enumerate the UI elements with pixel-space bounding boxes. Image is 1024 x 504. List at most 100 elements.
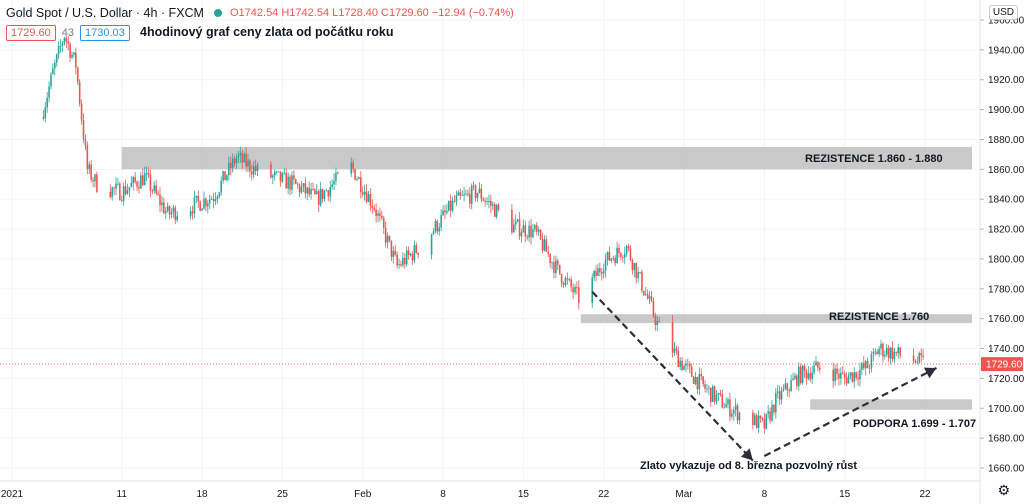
candle-body xyxy=(358,177,360,180)
candle-body xyxy=(111,187,113,198)
candle-body xyxy=(474,185,477,199)
quote-row: 1729.60 43 1730.03 xyxy=(6,25,130,41)
candle-body xyxy=(155,185,157,194)
candle-body xyxy=(289,176,291,190)
y-tick-label: 1700.00 xyxy=(988,404,1024,415)
candle-body xyxy=(337,172,339,174)
candle-body xyxy=(76,67,79,82)
candle-body xyxy=(782,388,785,391)
trend-arrow-line xyxy=(591,291,754,462)
candle-body xyxy=(216,196,219,200)
candle-body xyxy=(117,183,119,185)
candle-body xyxy=(245,153,247,167)
candle-body xyxy=(478,188,481,193)
candle-body xyxy=(516,219,519,222)
bid-price[interactable]: 1729.60 xyxy=(6,25,56,41)
candle-body xyxy=(731,413,733,417)
candle-body xyxy=(560,273,563,284)
candle-body xyxy=(813,365,815,373)
candle-body xyxy=(511,209,513,233)
candle-body xyxy=(564,278,567,286)
candle-body xyxy=(918,352,921,363)
candle-body xyxy=(574,286,576,293)
candle-body xyxy=(90,164,92,180)
candle-body xyxy=(164,211,167,214)
candle-body xyxy=(272,175,274,178)
candle-body xyxy=(153,185,156,192)
candle-body xyxy=(620,252,622,258)
candle-body xyxy=(723,407,725,409)
symbol-title[interactable]: Gold Spot / U.S. Dollar · 4h · FXCM xyxy=(6,6,204,20)
candle-body xyxy=(851,372,854,382)
candle-body xyxy=(790,380,792,392)
candle-body xyxy=(71,54,73,58)
currency-button[interactable]: USD xyxy=(988,5,1018,20)
candle-body xyxy=(277,171,280,173)
candle-body xyxy=(86,145,89,170)
spread-value: 43 xyxy=(61,27,75,39)
candle-body xyxy=(876,351,878,355)
candle-body xyxy=(631,259,634,271)
candle-body xyxy=(235,157,238,164)
candle-body xyxy=(654,315,657,325)
candle-body xyxy=(459,192,462,196)
x-tick-label: Mar xyxy=(675,489,693,500)
candle-body xyxy=(94,174,96,182)
x-tick-label: Feb xyxy=(354,489,372,500)
candle-body xyxy=(237,155,240,158)
candle-body xyxy=(606,251,609,260)
candle-body xyxy=(708,387,710,389)
candle-body xyxy=(637,272,639,279)
candle-body xyxy=(771,404,773,421)
candle-body xyxy=(761,418,764,420)
candle-body xyxy=(467,193,469,195)
arrow-head-icon xyxy=(740,448,753,461)
candle-body xyxy=(482,199,485,201)
candle-body xyxy=(711,386,714,403)
candle-body xyxy=(203,198,205,209)
y-tick-label: 1900.00 xyxy=(988,105,1024,116)
candle-body xyxy=(727,399,729,405)
candle-body xyxy=(526,236,528,238)
candle-body xyxy=(675,348,678,351)
candle-body xyxy=(551,262,553,264)
candle-body xyxy=(738,412,741,421)
candle-body xyxy=(273,171,276,176)
gear-icon[interactable]: ⚙ xyxy=(997,482,1010,498)
candle-body xyxy=(287,176,289,189)
candle-body xyxy=(189,211,192,217)
candle-body xyxy=(197,195,200,202)
candle-body xyxy=(147,173,150,175)
candle-body xyxy=(375,209,377,217)
ohlc-readout: O1742.54 H1742.54 L1728.40 C1729.60 −12.… xyxy=(229,7,514,19)
candle-body xyxy=(658,321,660,323)
candle-body xyxy=(558,264,561,274)
y-tick-label: 1940.00 xyxy=(988,45,1024,56)
candle-body xyxy=(331,184,333,187)
candle-body xyxy=(715,394,718,402)
candle-body xyxy=(799,366,802,383)
candle-body xyxy=(442,210,444,216)
candle-body xyxy=(132,177,135,184)
candle-body xyxy=(119,183,121,201)
candle-body xyxy=(363,191,366,195)
y-tick-label: 1880.00 xyxy=(988,135,1024,146)
candle-body xyxy=(792,378,794,381)
candle-body xyxy=(207,203,209,207)
candle-body xyxy=(769,411,771,421)
candle-body xyxy=(80,103,83,121)
ask-price[interactable]: 1730.03 xyxy=(80,25,130,41)
candle-body xyxy=(545,239,548,252)
y-tick-label: 1740.00 xyxy=(988,344,1024,355)
candle-body xyxy=(622,257,624,259)
candle-body xyxy=(874,351,877,353)
candle-body xyxy=(775,392,777,413)
candle-body xyxy=(409,253,412,255)
candle-body xyxy=(405,250,408,265)
candle-body xyxy=(553,262,555,274)
candle-body xyxy=(251,171,253,175)
candle-body xyxy=(172,207,175,213)
candle-body xyxy=(138,186,140,189)
candle-body xyxy=(256,164,259,171)
